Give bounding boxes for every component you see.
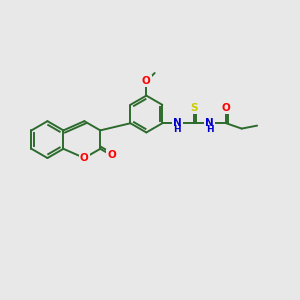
Text: N: N (173, 118, 182, 128)
Text: O: O (80, 153, 89, 163)
Text: H: H (206, 125, 214, 134)
Text: N: N (206, 118, 214, 128)
Text: O: O (222, 103, 231, 113)
Text: O: O (107, 151, 116, 160)
Text: H: H (173, 125, 181, 134)
Text: O: O (142, 76, 151, 86)
Text: S: S (190, 103, 197, 113)
